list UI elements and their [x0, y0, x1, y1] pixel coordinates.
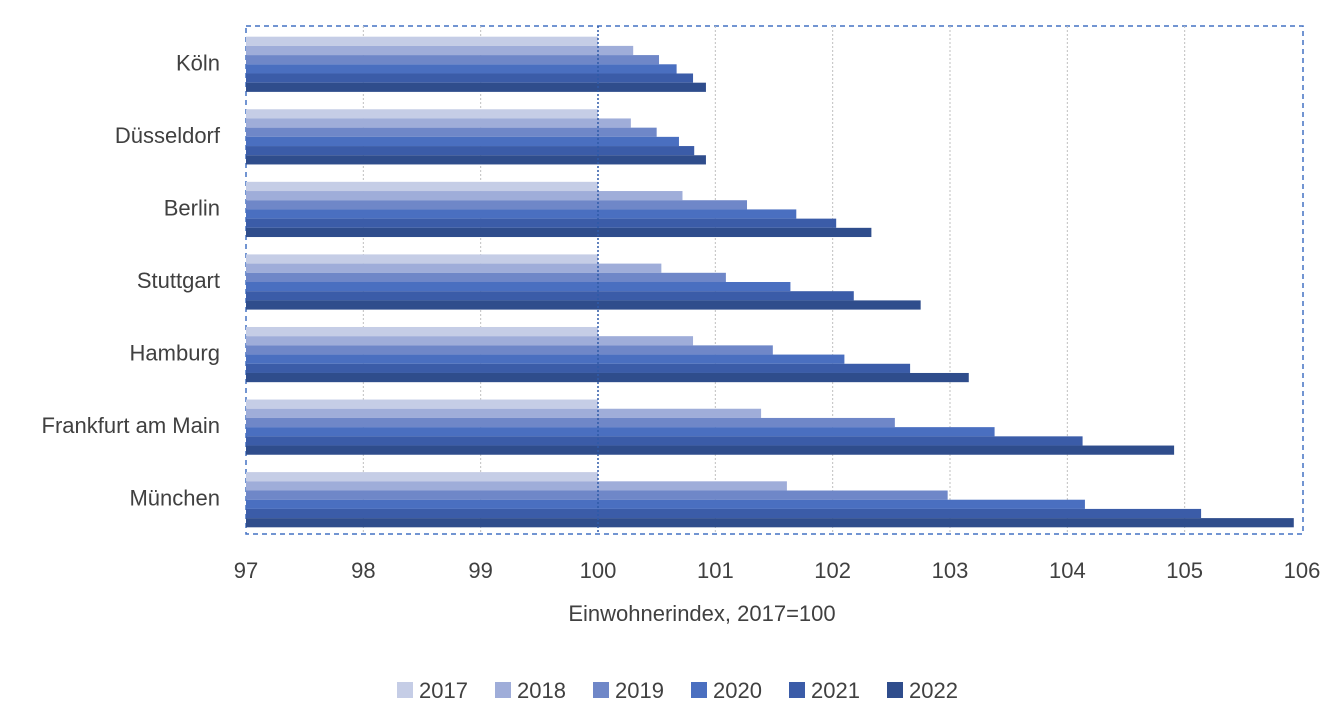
bar-2019-3 — [246, 272, 726, 282]
bar-2022-2 — [246, 227, 872, 238]
bar-2021-5 — [246, 436, 1083, 446]
bar-2020-3 — [246, 282, 791, 292]
bar-2017-2 — [246, 181, 598, 192]
legend: 2017 2018 2019 2020 2021 2022 — [397, 678, 958, 703]
legend-label-2020: 2020 — [713, 678, 762, 703]
x-axis-title: Einwohnerindex, 2017=100 — [568, 601, 835, 626]
legend-swatch-2022 — [887, 682, 903, 698]
bar-2017-4 — [246, 326, 598, 337]
category-label: Berlin — [164, 195, 220, 220]
bar-2021-0 — [246, 73, 694, 83]
x-tick-label: 100 — [580, 558, 617, 583]
bar-2019-4 — [246, 345, 773, 355]
category-label: Stuttgart — [137, 268, 220, 293]
legend-label-2022: 2022 — [909, 678, 958, 703]
bar-2018-4 — [246, 336, 694, 346]
bar-2018-6 — [246, 481, 787, 491]
bar-2019-6 — [246, 490, 948, 500]
bars — [246, 36, 1294, 528]
x-tick-label: 105 — [1166, 558, 1203, 583]
legend-label-2018: 2018 — [517, 678, 566, 703]
category-label: Düsseldorf — [115, 123, 221, 148]
x-tick-label: 98 — [351, 558, 375, 583]
x-tick-label: 101 — [697, 558, 734, 583]
bar-2018-2 — [246, 191, 683, 201]
x-tick-label: 102 — [814, 558, 851, 583]
legend-label-2017: 2017 — [419, 678, 468, 703]
category-label: Hamburg — [130, 341, 220, 366]
legend-label-2019: 2019 — [615, 678, 664, 703]
bar-2022-5 — [246, 445, 1175, 455]
category-labels: Köln Düsseldorf Berlin Stuttgart Hamburg Fran… — [42, 50, 221, 510]
bar-2019-0 — [246, 55, 660, 65]
legend-swatch-2020 — [691, 682, 707, 698]
bar-2018-1 — [246, 118, 631, 128]
legend-label-2021: 2021 — [811, 678, 860, 703]
legend-swatch-2017 — [397, 682, 413, 698]
bar-2020-1 — [246, 136, 679, 147]
bar-2020-6 — [246, 499, 1085, 509]
x-tick-label: 104 — [1049, 558, 1086, 583]
bar-2020-4 — [246, 354, 845, 364]
bar-2018-5 — [246, 408, 762, 418]
bar-2022-4 — [246, 372, 969, 383]
legend-swatch-2019 — [593, 682, 609, 698]
legend-swatch-2021 — [789, 682, 805, 698]
category-label: Frankfurt am Main — [42, 413, 221, 438]
bar-2017-0 — [246, 36, 598, 46]
bar-2021-1 — [246, 146, 695, 156]
bar-2020-5 — [246, 427, 995, 437]
x-tick-label: 106 — [1284, 558, 1321, 583]
bar-2019-2 — [246, 200, 748, 210]
bar-2021-2 — [246, 218, 837, 228]
category-label: München — [129, 486, 220, 511]
bar-2017-5 — [246, 399, 598, 409]
bar-2022-0 — [246, 82, 706, 92]
bar-2022-6 — [246, 518, 1294, 528]
bar-2017-3 — [246, 254, 598, 264]
x-axis-tick-labels: 97 98 99 100 101 102 103 104 105 106 — [234, 558, 1321, 583]
x-tick-label: 97 — [234, 558, 258, 583]
bar-2022-1 — [246, 155, 706, 165]
legend-swatch-2018 — [495, 682, 511, 698]
bar-2020-2 — [246, 209, 797, 219]
bar-2021-4 — [246, 363, 911, 373]
bar-2020-0 — [246, 64, 677, 74]
bar-2017-1 — [246, 109, 598, 119]
bar-2019-5 — [246, 417, 895, 428]
bar-2022-3 — [246, 300, 921, 310]
bar-2019-1 — [246, 127, 657, 137]
bar-2018-3 — [246, 263, 662, 273]
bar-2021-6 — [246, 508, 1202, 519]
bar-2018-0 — [246, 45, 634, 56]
bar-2017-6 — [246, 472, 598, 482]
x-tick-label: 99 — [468, 558, 492, 583]
category-label: Köln — [176, 50, 220, 75]
x-tick-label: 103 — [932, 558, 969, 583]
bar-2021-3 — [246, 291, 854, 301]
